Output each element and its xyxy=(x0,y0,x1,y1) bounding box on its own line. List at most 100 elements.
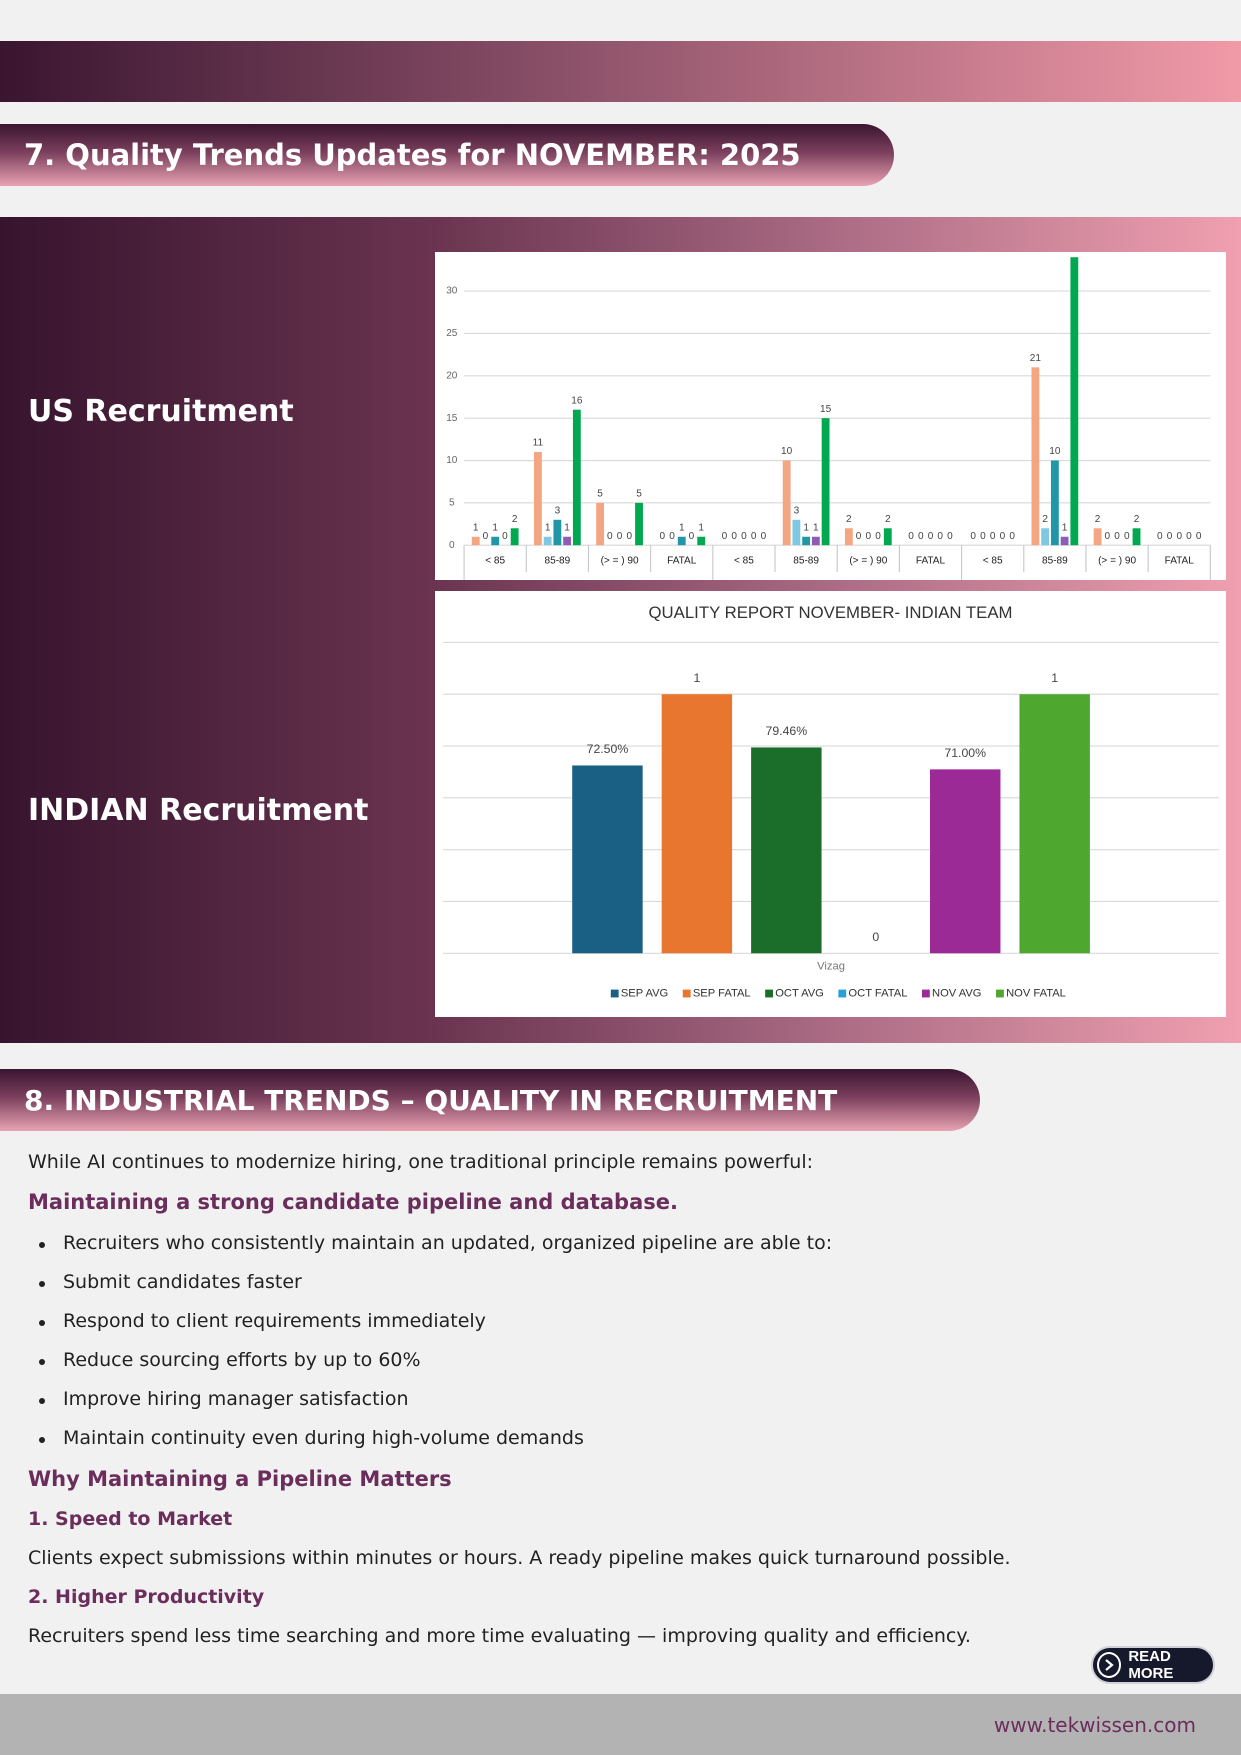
bullet: Recruiters who consistently maintain an … xyxy=(38,1232,833,1254)
data-label: 2 xyxy=(846,514,852,525)
x-tick-label: (> = ) 90 xyxy=(1098,556,1136,567)
y-tick-label: 15 xyxy=(446,413,458,424)
data-label: 1 xyxy=(698,522,704,533)
bar xyxy=(1132,528,1141,546)
point-heading: 1. Speed to Market xyxy=(28,1508,233,1530)
data-label: 79.46% xyxy=(766,724,808,738)
data-label: 10 xyxy=(1049,446,1061,457)
bar xyxy=(1070,257,1079,546)
data-label: 0 xyxy=(970,531,976,542)
data-label: 0 xyxy=(866,531,872,542)
paragraph: Clients expect submissions within minute… xyxy=(28,1547,1011,1569)
data-label: 1 xyxy=(473,522,479,533)
bar xyxy=(471,536,480,546)
data-label: 0 xyxy=(1124,531,1130,542)
bar xyxy=(883,528,892,546)
x-tick-label: FATAL xyxy=(916,556,946,567)
y-tick-label: 25 xyxy=(446,328,458,339)
bar xyxy=(635,502,643,546)
data-label: 0 xyxy=(990,531,996,542)
bar xyxy=(782,460,791,546)
bullet: Maintain continuity even during high-vol… xyxy=(39,1427,584,1449)
data-label: 0 xyxy=(928,531,934,542)
data-label: 2 xyxy=(1095,514,1101,525)
chart-title: QUALITY REPORT NOVEMBER- INDIAN TEAM xyxy=(649,603,1013,622)
bar xyxy=(543,536,552,546)
bar xyxy=(510,528,519,546)
section-heading: 7. Quality Trends Updates for NOVEMBER: … xyxy=(0,124,894,186)
bar xyxy=(596,502,605,546)
data-label: 10 xyxy=(781,446,793,457)
legend-swatch xyxy=(610,989,619,998)
bar xyxy=(1031,367,1040,546)
data-label: 1 xyxy=(803,522,809,533)
row-label: US Recruitment xyxy=(28,394,294,429)
data-label: 0 xyxy=(617,531,623,542)
data-label: 0 xyxy=(908,531,914,542)
x-tick-label: 85-89 xyxy=(1042,556,1068,567)
data-label: 2 xyxy=(1134,514,1140,525)
data-label: 0 xyxy=(875,531,881,542)
legend-swatch xyxy=(921,989,930,998)
y-tick-label: 5 xyxy=(449,498,455,509)
data-label: 0 xyxy=(1157,531,1163,542)
data-label: 0 xyxy=(626,531,632,542)
data-label: 71.00% xyxy=(944,746,986,760)
bar xyxy=(811,536,820,546)
data-label: 34 xyxy=(1069,252,1081,254)
data-label: 1 xyxy=(813,522,819,533)
data-label: 0 xyxy=(856,531,862,542)
data-label: 3 xyxy=(794,506,800,517)
data-label: 1 xyxy=(679,522,685,533)
indian-chart: QUALITY REPORT NOVEMBER- INDIAN TEAM Viza… xyxy=(435,591,1226,1017)
legend-label: SEP AVG xyxy=(621,987,668,999)
x-tick-label: (> = ) 90 xyxy=(601,556,639,567)
x-tick-label: FATAL xyxy=(667,556,697,567)
bar xyxy=(661,694,733,954)
data-label: 0 xyxy=(741,531,747,542)
x-tick-label: Vizag xyxy=(817,961,845,973)
y-tick-label: 30 xyxy=(446,286,458,297)
data-label: 0 xyxy=(1186,531,1192,542)
bar xyxy=(821,418,830,546)
data-label: 2 xyxy=(512,514,518,525)
top-banner xyxy=(0,41,1241,102)
legend-swatch xyxy=(996,989,1004,998)
bar xyxy=(802,536,811,546)
x-tick-label: < 85 xyxy=(983,556,1003,567)
bar xyxy=(1060,536,1069,546)
data-label: 0 xyxy=(1196,531,1202,542)
data-label: 0 xyxy=(1009,531,1015,542)
data-label: 0 xyxy=(937,531,943,542)
bar xyxy=(563,536,572,546)
data-label: 0 xyxy=(918,531,924,542)
data-label: 0 xyxy=(669,531,675,542)
y-tick-label: 20 xyxy=(446,370,458,381)
data-label: 72.50% xyxy=(587,742,629,756)
data-label: 0 xyxy=(1167,531,1173,542)
x-tick-label: < 85 xyxy=(485,556,505,567)
read-more-button[interactable]: READ MORE xyxy=(1091,1646,1215,1684)
bar xyxy=(930,769,1001,954)
section-heading: 8. INDUSTRIAL TRENDS – QUALITY IN RECRUI… xyxy=(0,1069,980,1131)
legend-label: NOV FATAL xyxy=(1006,987,1066,999)
y-tick-label: 0 xyxy=(449,540,455,551)
bar xyxy=(677,536,686,546)
x-tick-label: FATAL xyxy=(1165,556,1195,567)
data-label: 0 xyxy=(689,531,695,542)
x-tick-label: < 85 xyxy=(734,556,754,567)
bar xyxy=(697,536,706,546)
legend-swatch xyxy=(765,989,773,998)
data-label: 2 xyxy=(1042,514,1048,525)
data-label: 2 xyxy=(885,514,891,525)
data-label: 0 xyxy=(980,531,986,542)
data-label: 0 xyxy=(1176,531,1182,542)
x-tick-label: 85-89 xyxy=(793,556,819,567)
chevron xyxy=(1105,1659,1114,1671)
bar xyxy=(1019,694,1090,954)
bar xyxy=(553,519,562,546)
bullet: Submit candidates faster xyxy=(39,1271,302,1293)
data-label: 1 xyxy=(1051,671,1058,685)
